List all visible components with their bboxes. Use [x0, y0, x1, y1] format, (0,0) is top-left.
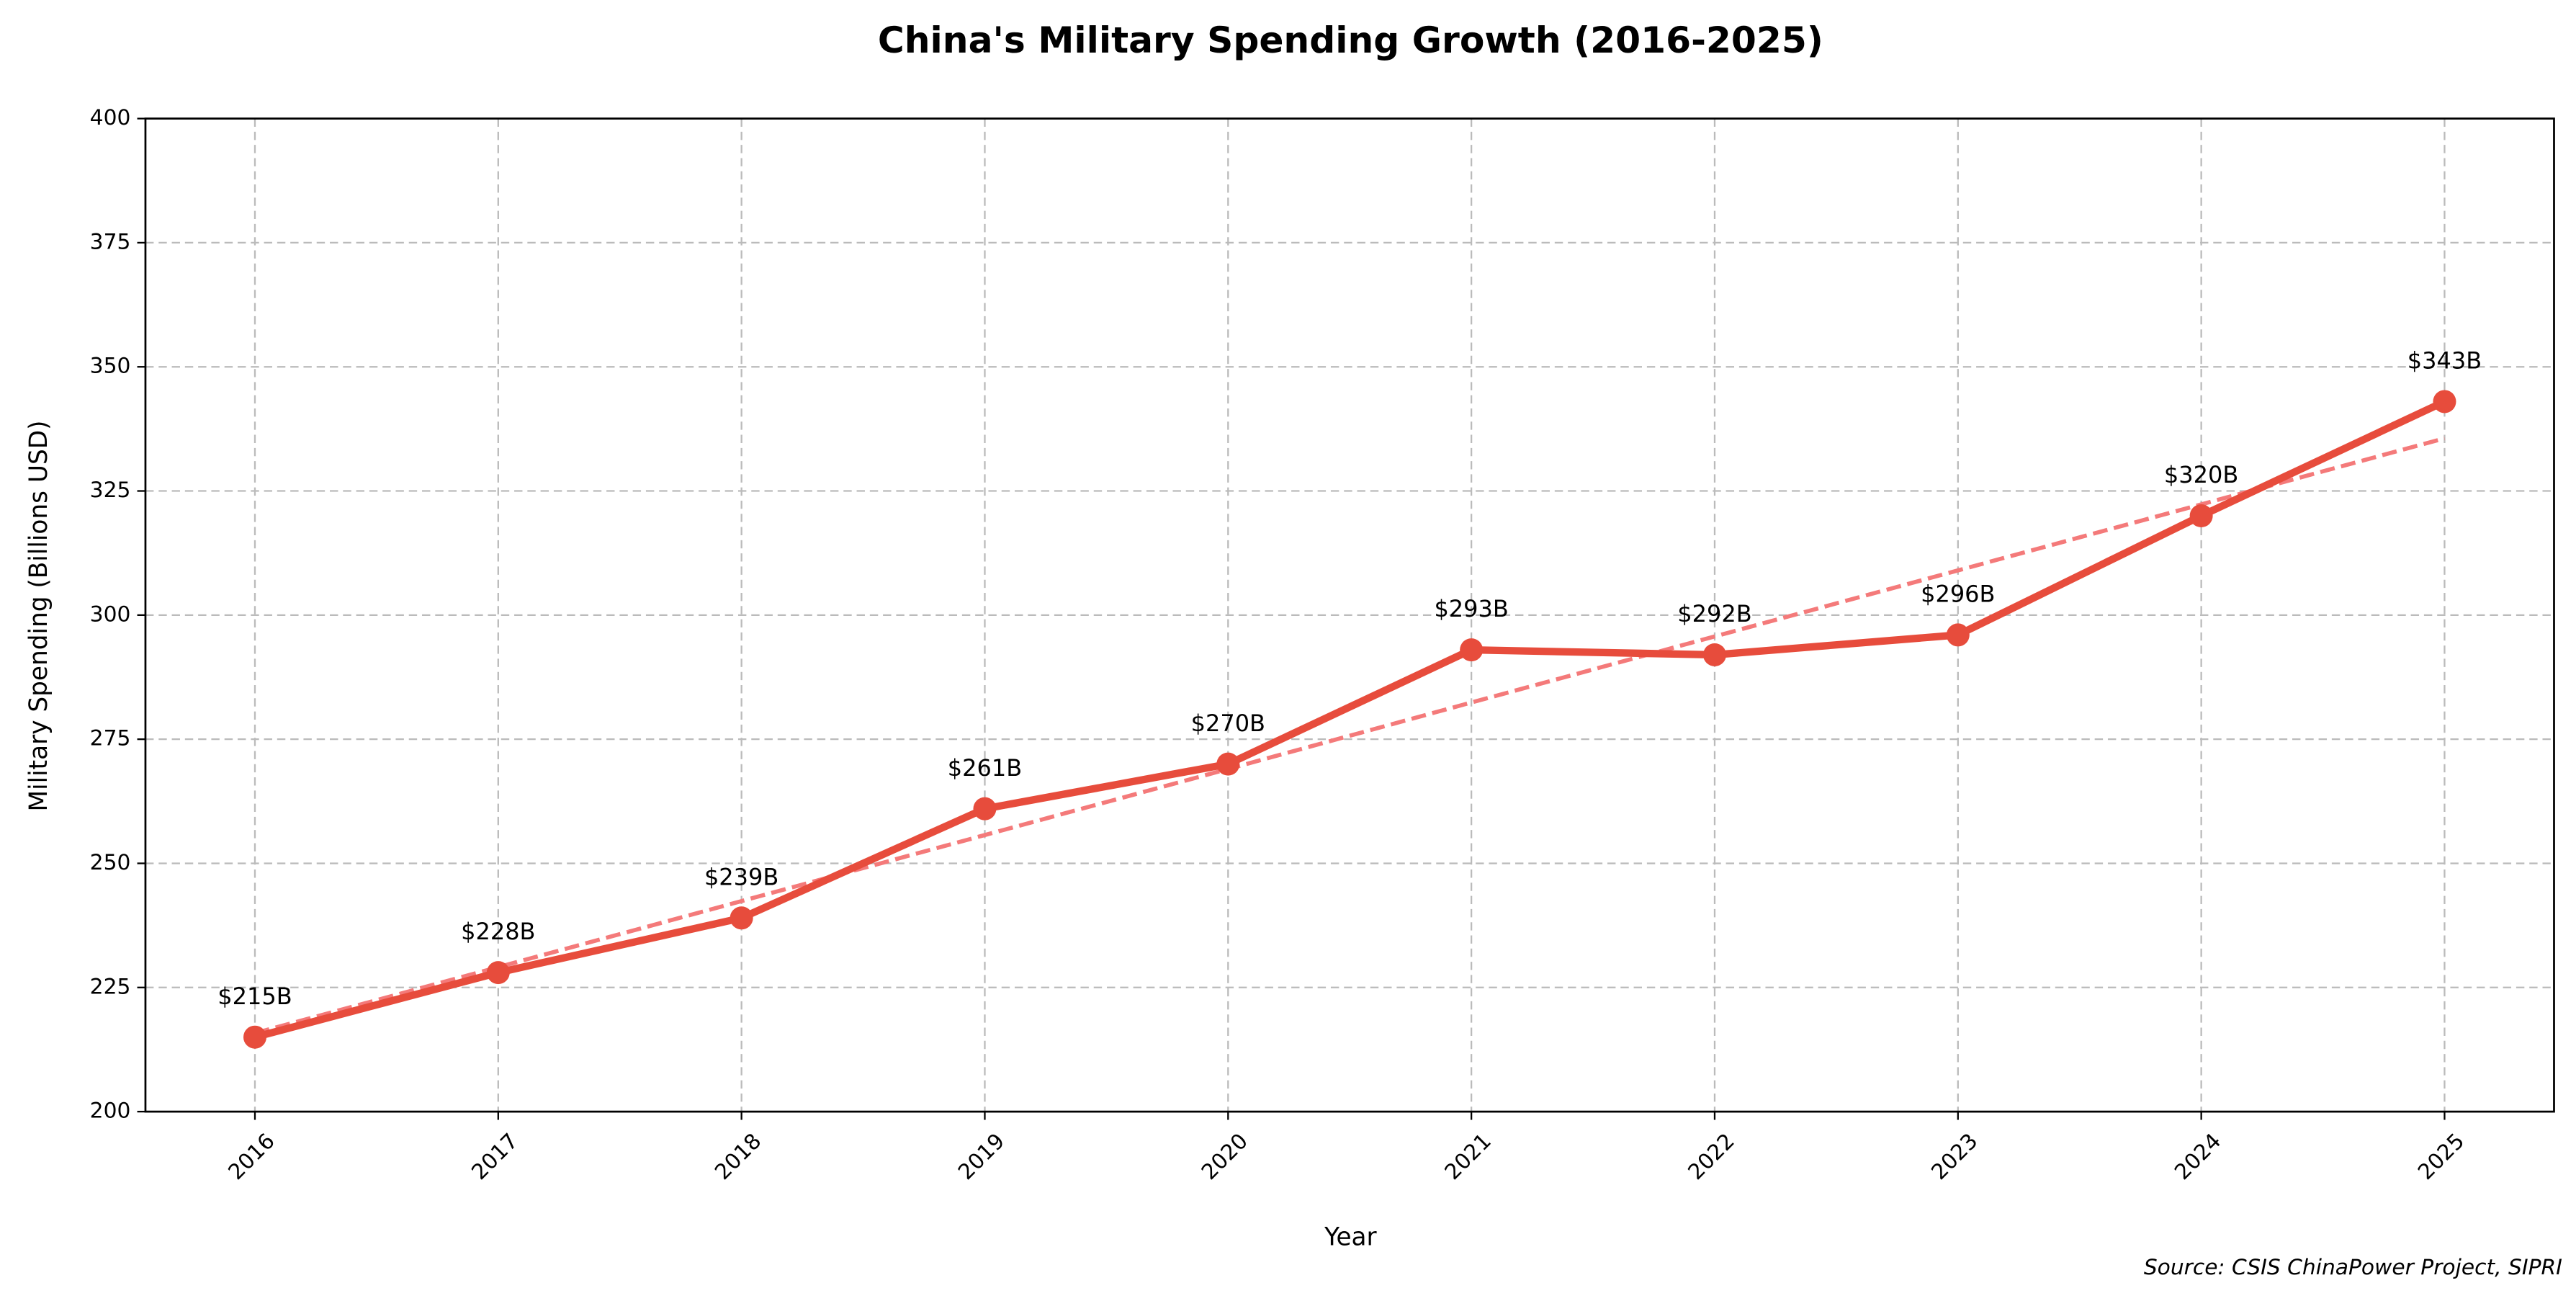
x-axis-label: Year: [1324, 1223, 1377, 1252]
chart-title: China's Military Spending Growth (2016-2…: [878, 19, 1823, 61]
data-point: [486, 961, 510, 985]
data-label: $293B: [1434, 595, 1508, 622]
data-label: $296B: [1921, 581, 1995, 608]
y-tick-label: 350: [90, 354, 131, 379]
y-tick-label: 375: [90, 229, 131, 254]
data-label: $343B: [2407, 347, 2482, 375]
x-tick-label: 2020: [1197, 1129, 1253, 1185]
data-point: [1216, 752, 1240, 776]
x-tick-label: 2019: [953, 1129, 1010, 1185]
x-tick-label: 2024: [2170, 1129, 2226, 1185]
data-label: $228B: [461, 918, 535, 945]
data-label: $261B: [948, 754, 1022, 782]
y-tick-label: 200: [90, 1099, 131, 1124]
source-note: Source: CSIS ChinaPower Project, SIPRI: [2144, 1255, 2562, 1280]
data-point: [973, 797, 997, 821]
y-tick-label: 275: [90, 726, 131, 751]
data-point: [1946, 623, 1970, 647]
y-tick-label: 300: [90, 602, 131, 627]
data-point: [1702, 643, 1726, 666]
data-label: $270B: [1191, 710, 1265, 737]
data-point: [730, 906, 753, 930]
y-tick-label: 250: [90, 850, 131, 875]
x-tick-label: 2025: [2413, 1129, 2469, 1185]
x-tick-label: 2018: [710, 1129, 766, 1185]
y-tick-label: 225: [90, 974, 131, 999]
x-tick-label: 2021: [1440, 1129, 1496, 1185]
data-label: $239B: [704, 863, 778, 890]
trend-line: [254, 436, 2446, 1035]
x-tick-label: 2017: [467, 1129, 523, 1185]
data-label: $215B: [217, 983, 292, 1010]
data-label: $320B: [2164, 461, 2238, 488]
data-label: $292B: [1677, 600, 1751, 627]
x-tick-label: 2023: [1926, 1129, 1983, 1185]
data-point: [2433, 390, 2456, 413]
y-tick-label: 400: [90, 105, 131, 130]
data-point: [243, 1025, 266, 1049]
data-point: [2189, 504, 2213, 528]
y-axis-label: Military Spending (Billions USD): [24, 421, 53, 812]
data-line: [253, 398, 2446, 1041]
y-tick-label: 325: [90, 478, 131, 503]
data-point: [1460, 638, 1484, 662]
x-tick-label: 2022: [1683, 1129, 1739, 1185]
x-tick-label: 2016: [223, 1129, 279, 1185]
plot-frame: [144, 117, 2555, 1113]
